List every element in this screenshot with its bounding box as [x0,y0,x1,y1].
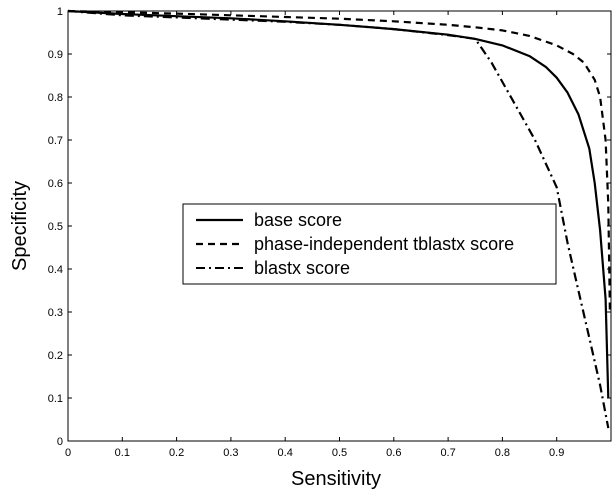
y-tick-label: 0.5 [48,221,63,233]
x-tick-label: 0.7 [440,447,455,459]
y-tick-label: 0.1 [48,393,63,405]
y-tick-label: 0.9 [48,49,63,61]
series-line-tblastx [67,9,611,313]
legend-label-blastx: blastx score [254,258,350,278]
y-tick-label: 0.8 [48,92,63,104]
x-tick-label: 0.8 [495,447,510,459]
series-line-blastx [67,9,610,429]
x-axis-ticks: 0 0.1 0.2 0.3 0.4 0.5 0.6 0.7 0.8 0.9 [65,11,564,459]
y-tick-label: 1 [57,6,63,18]
y-tick-label: 0.4 [48,264,63,276]
legend-label-tblastx: phase-independent tblastx score [254,234,514,254]
x-tick-label: 0.4 [278,447,293,459]
y-axis-title: Specificity [9,181,31,271]
x-tick-label: 0.6 [386,447,401,459]
series-line-base [67,9,610,399]
x-tick-label: 0.1 [115,447,130,459]
y-tick-label: 0.7 [48,135,63,147]
y-tick-label: 0.2 [48,350,63,362]
plot-frame [67,10,612,442]
y-tick-label: 0.6 [48,178,63,190]
x-tick-label: 0.9 [549,447,564,459]
x-tick-label: 0.5 [332,447,347,459]
x-axis-title: Sensitivity [291,468,381,490]
legend-label-base: base score [254,210,342,230]
y-axis-ticks: 0 0.1 0.2 0.3 0.4 0.5 0.6 0.7 0.8 0.9 1 [48,6,611,448]
legend-box [182,203,557,285]
y-tick-label: 0.3 [48,307,63,319]
series-lines [67,9,611,429]
legend: base score phase-independent tblastx sco… [182,203,557,285]
x-tick-label: 0.2 [169,447,184,459]
x-tick-label: 0.3 [223,447,238,459]
y-tick-label: 0 [57,436,63,448]
x-tick-label: 0 [65,447,71,459]
